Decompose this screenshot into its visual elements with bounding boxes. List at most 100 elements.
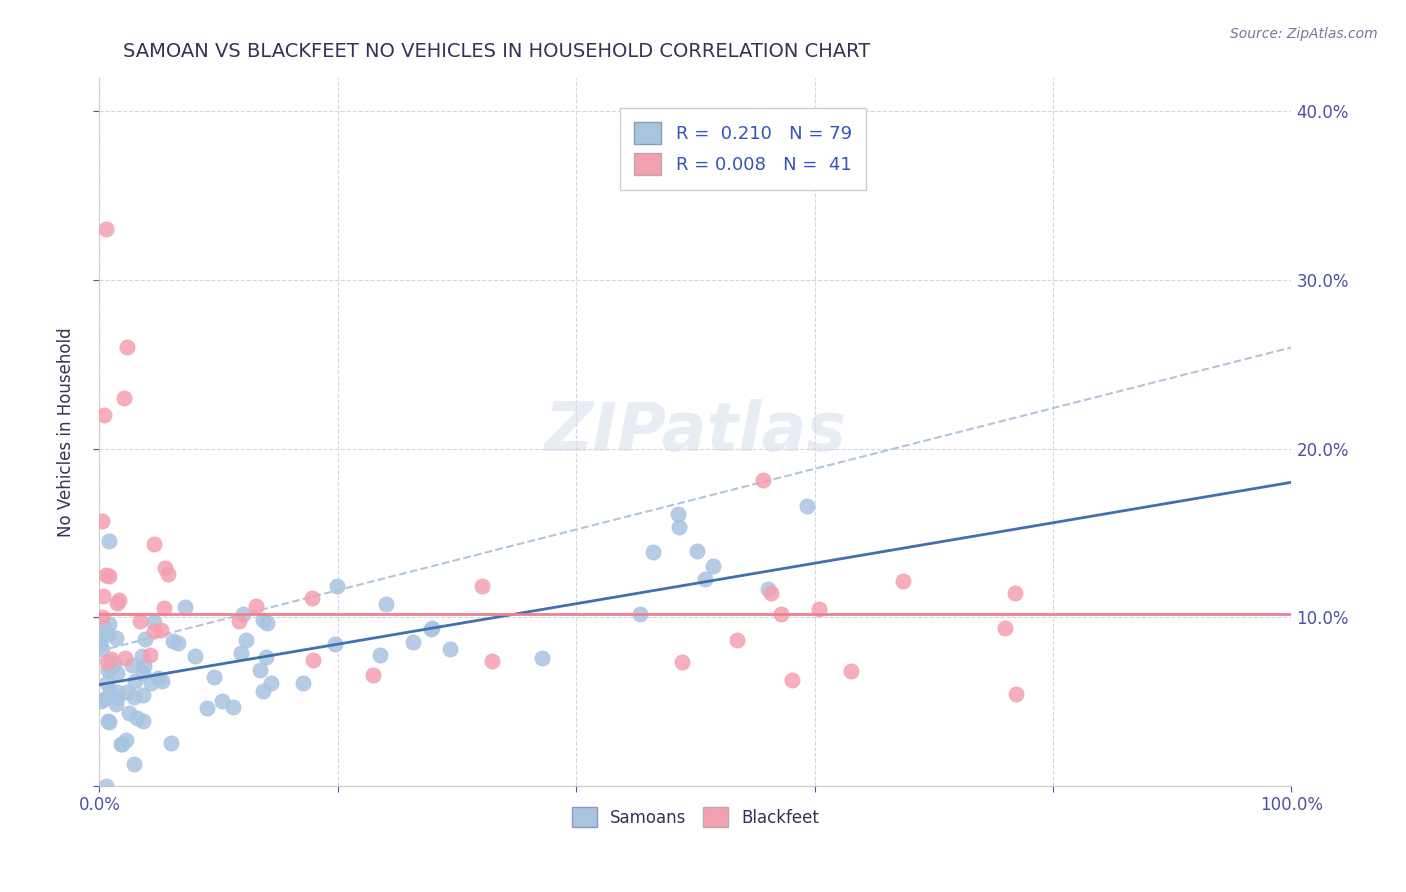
Point — [148, 671, 170, 685]
Legend: Samoans, Blackfeet: Samoans, Blackfeet — [565, 800, 825, 834]
Point — [124, 674, 146, 689]
Y-axis label: No Vehicles in Household: No Vehicles in Household — [58, 326, 75, 536]
Point — [326, 578, 349, 592]
Point — [260, 676, 283, 690]
Point — [245, 599, 267, 614]
Point — [142, 536, 165, 550]
Point — [91, 589, 114, 603]
Point — [252, 613, 274, 627]
Point — [231, 646, 253, 660]
Point — [129, 614, 152, 628]
Point — [100, 651, 122, 665]
Point — [252, 683, 274, 698]
Point — [159, 736, 181, 750]
Point — [94, 222, 117, 236]
Point — [184, 648, 207, 663]
Point — [150, 674, 173, 689]
Point — [1005, 687, 1028, 701]
Point — [686, 543, 709, 558]
Point — [173, 600, 195, 615]
Point — [98, 714, 121, 729]
Point — [375, 597, 398, 611]
Point — [228, 614, 250, 628]
Point — [291, 675, 314, 690]
Point — [796, 499, 818, 513]
Point — [401, 635, 423, 649]
Point — [100, 661, 122, 675]
Point — [752, 473, 775, 487]
Point — [254, 650, 277, 665]
Point — [114, 651, 136, 665]
Point — [702, 559, 724, 574]
Point — [107, 596, 129, 610]
Point — [121, 657, 143, 672]
Point — [104, 631, 127, 645]
Point — [98, 685, 121, 699]
Point — [420, 622, 443, 636]
Point — [111, 738, 134, 752]
Point — [302, 653, 325, 667]
Point — [89, 636, 111, 650]
Point — [666, 508, 689, 522]
Point — [150, 623, 173, 637]
Point — [256, 615, 278, 630]
Point — [156, 566, 179, 581]
Point — [756, 582, 779, 597]
Point — [481, 654, 503, 668]
Point — [471, 578, 494, 592]
Point — [94, 568, 117, 582]
Point — [91, 642, 114, 657]
Point — [232, 607, 254, 621]
Point — [153, 601, 176, 615]
Point — [91, 619, 114, 633]
Point — [222, 700, 245, 714]
Point — [211, 694, 233, 708]
Point — [98, 616, 121, 631]
Point — [1004, 586, 1026, 600]
Point — [162, 633, 184, 648]
Point — [124, 756, 146, 771]
Point — [725, 632, 748, 647]
Point — [98, 533, 121, 548]
Point — [994, 622, 1017, 636]
Point — [668, 520, 690, 534]
Text: SAMOAN VS BLACKFEET NO VEHICLES IN HOUSEHOLD CORRELATION CHART: SAMOAN VS BLACKFEET NO VEHICLES IN HOUSE… — [124, 42, 870, 61]
Point — [117, 340, 139, 354]
Point — [780, 673, 803, 688]
Point — [131, 649, 153, 664]
Point — [643, 545, 665, 559]
Point — [138, 648, 160, 663]
Point — [249, 664, 271, 678]
Point — [195, 701, 218, 715]
Point — [141, 675, 163, 690]
Point — [97, 626, 120, 640]
Point — [361, 668, 384, 682]
Point — [97, 714, 120, 728]
Point — [761, 586, 783, 600]
Point — [103, 656, 125, 670]
Point — [117, 706, 139, 720]
Point — [134, 632, 156, 646]
Point — [96, 675, 118, 690]
Point — [112, 391, 135, 405]
Text: ZIPatlas: ZIPatlas — [544, 399, 846, 465]
Point — [132, 714, 155, 728]
Point — [628, 607, 651, 621]
Point — [155, 561, 177, 575]
Point — [167, 636, 190, 650]
Point — [132, 665, 155, 680]
Point — [235, 632, 257, 647]
Point — [202, 670, 225, 684]
Point — [841, 665, 863, 679]
Point — [90, 628, 112, 642]
Point — [439, 642, 461, 657]
Point — [93, 408, 115, 422]
Point — [132, 659, 155, 673]
Point — [420, 621, 443, 635]
Point — [90, 609, 112, 624]
Point — [325, 637, 347, 651]
Point — [94, 779, 117, 793]
Point — [769, 607, 792, 622]
Point — [91, 514, 114, 528]
Point — [301, 591, 323, 605]
